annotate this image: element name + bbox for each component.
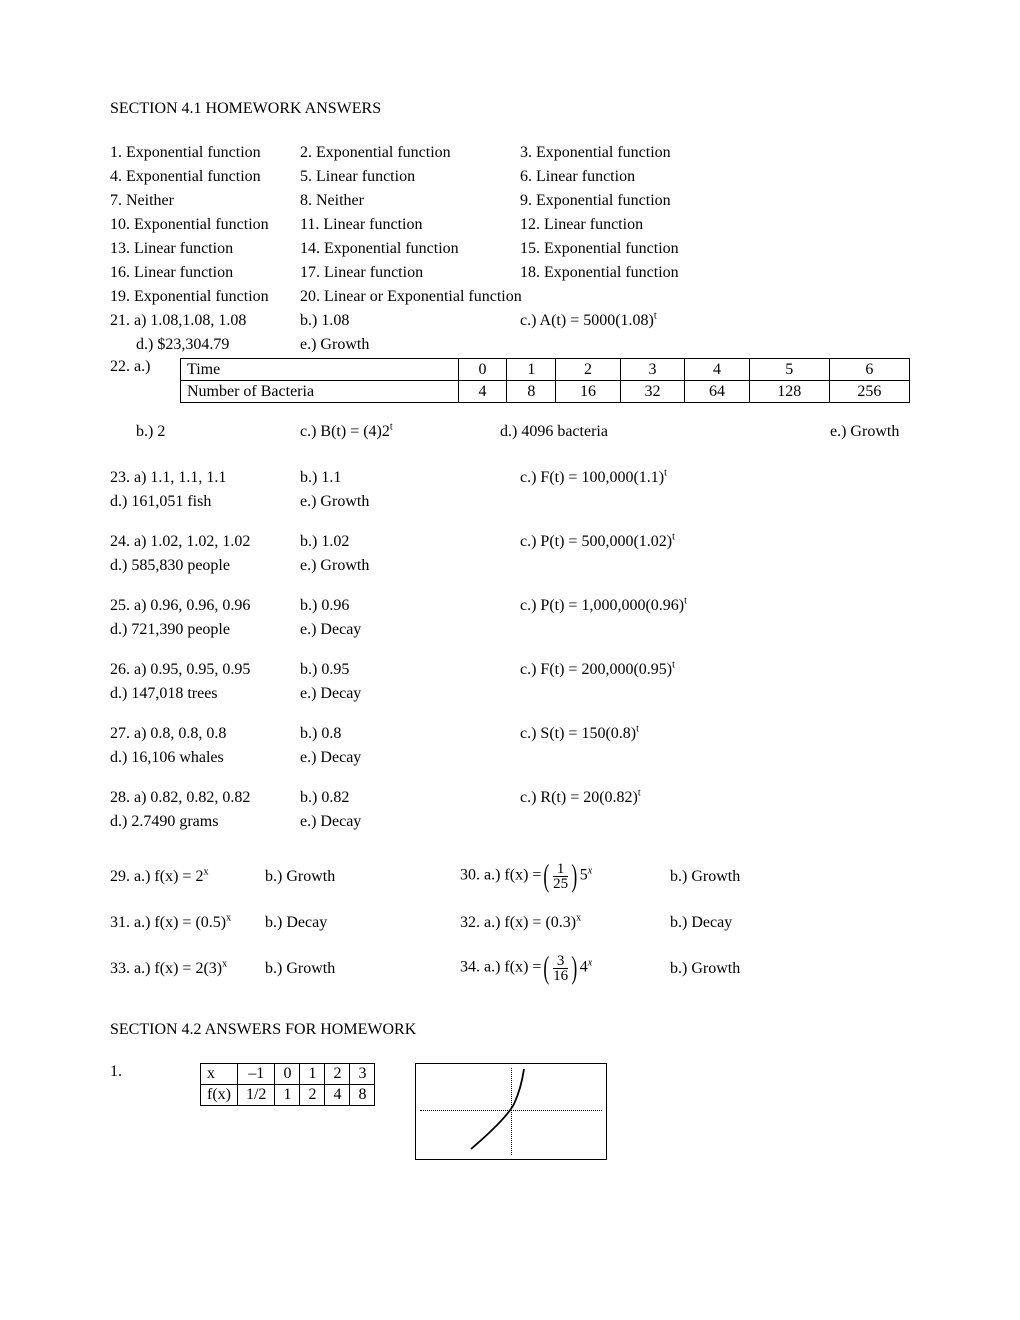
answer-13: 13. Linear function xyxy=(110,238,300,260)
answer-15: 15. Exponential function xyxy=(520,238,910,260)
q22-c: c.) B(t) = (4)2t xyxy=(300,421,500,443)
q23-c: c.) F(t) = 100,000(1.1)t xyxy=(520,467,910,489)
q29-a: 29. a.) f(x) = 2x xyxy=(110,867,265,886)
q25-e: e.) Decay xyxy=(300,619,520,641)
answer-9: 9. Exponential function xyxy=(520,190,910,212)
q22-e: e.) Growth xyxy=(830,421,910,443)
section-4-2-title: SECTION 4.2 ANSWERS FOR HOMEWORK xyxy=(110,1021,910,1039)
answer-1: 1. Exponential function xyxy=(110,142,300,164)
q30-a: 30. a.) f(x) =(125)5x xyxy=(460,860,670,892)
answer-10: 10. Exponential function xyxy=(110,214,300,236)
answer-16: 16. Linear function xyxy=(110,262,300,284)
answer-19: 19. Exponential function xyxy=(110,286,300,308)
q25-b: b.) 0.96 xyxy=(300,595,520,617)
q25-c: c.) P(t) = 1,000,000(0.96)t xyxy=(520,595,910,617)
q24-b: b.) 1.02 xyxy=(300,531,520,553)
q22-label: 22. a.) xyxy=(110,358,180,376)
q23-a: 23. a) 1.1, 1.1, 1.1 xyxy=(110,467,300,489)
answer-6: 6. Linear function xyxy=(520,166,910,188)
q21-e: e.) Growth xyxy=(300,334,520,356)
answer-14: 14. Exponential function xyxy=(300,238,520,260)
q31-b: b.) Decay xyxy=(265,913,460,932)
q24-c: c.) P(t) = 500,000(1.02)t xyxy=(520,531,910,553)
q23-d: d.) 161,051 fish xyxy=(110,491,300,513)
answer-3: 3. Exponential function xyxy=(520,142,910,164)
q22-d: d.) 4096 bacteria xyxy=(500,421,720,443)
answer-20: 20. Linear or Exponential function xyxy=(300,286,910,308)
answer-2: 2. Exponential function xyxy=(300,142,520,164)
q25-d: d.) 721,390 people xyxy=(110,619,300,641)
q28-d: d.) 2.7490 grams xyxy=(110,811,300,833)
q23-b: b.) 1.1 xyxy=(300,467,520,489)
q21-a: 21. a) 1.08,1.08, 1.08 xyxy=(110,310,300,332)
q26-c: c.) F(t) = 200,000(0.95)t xyxy=(520,659,910,681)
q27-c: c.) S(t) = 150(0.8)t xyxy=(520,723,910,745)
answer-7: 7. Neither xyxy=(110,190,300,212)
s42-q1-graph xyxy=(415,1063,607,1160)
answer-18: 18. Exponential function xyxy=(520,262,910,284)
q29-b: b.) Growth xyxy=(265,867,460,886)
q21-d: d.) $23,304.79 xyxy=(110,334,300,356)
q26-b: b.) 0.95 xyxy=(300,659,520,681)
q22-b: b.) 2 xyxy=(110,421,300,443)
q31-a: 31. a.) f(x) = (0.5)x xyxy=(110,913,265,932)
q27-e: e.) Decay xyxy=(300,747,520,769)
q27-b: b.) 0.8 xyxy=(300,723,520,745)
q28-a: 28. a) 0.82, 0.82, 0.82 xyxy=(110,787,300,809)
q21-c: c.) A(t) = 5000(1.08)t xyxy=(520,310,910,332)
q26-d: d.) 147,018 trees xyxy=(110,683,300,705)
answer-5: 5. Linear function xyxy=(300,166,520,188)
exp-curve xyxy=(416,1064,606,1159)
answer-12: 12. Linear function xyxy=(520,214,910,236)
q28-c: c.) R(t) = 20(0.82)t xyxy=(520,787,910,809)
section-4-1-title: SECTION 4.1 HOMEWORK ANSWERS xyxy=(110,100,910,118)
q26-e: e.) Decay xyxy=(300,683,520,705)
q27-a: 27. a) 0.8, 0.8, 0.8 xyxy=(110,723,300,745)
q23-e: e.) Growth xyxy=(300,491,520,513)
q24-e: e.) Growth xyxy=(300,555,520,577)
q32-b: b.) Decay xyxy=(670,913,910,932)
q28-e: e.) Decay xyxy=(300,811,520,833)
answer-11: 11. Linear function xyxy=(300,214,520,236)
q27-d: d.) 16,106 whales xyxy=(110,747,300,769)
s42-q1-label: 1. xyxy=(110,1063,160,1081)
q24-d: d.) 585,830 people xyxy=(110,555,300,577)
q33-b: b.) Growth xyxy=(265,959,460,978)
q22-table: Time 01 23 45 6 Number of Bacteria 48 16… xyxy=(180,358,910,403)
answer-4: 4. Exponential function xyxy=(110,166,300,188)
q25-a: 25. a) 0.96, 0.96, 0.96 xyxy=(110,595,300,617)
s42-q1-table: x –10 12 3 f(x) 1/21 24 8 xyxy=(200,1063,375,1106)
q32-a: 32. a.) f(x) = (0.3)x xyxy=(460,913,670,932)
q26-a: 26. a) 0.95, 0.95, 0.95 xyxy=(110,659,300,681)
q30-b: b.) Growth xyxy=(670,867,910,886)
q21-b: b.) 1.08 xyxy=(300,310,520,332)
q34-a: 34. a.) f(x) =(316)4x xyxy=(460,952,670,984)
q28-b: b.) 0.82 xyxy=(300,787,520,809)
q33-a: 33. a.) f(x) = 2(3)x xyxy=(110,959,265,978)
answer-17: 17. Linear function xyxy=(300,262,520,284)
q34-b: b.) Growth xyxy=(670,959,910,978)
answer-8: 8. Neither xyxy=(300,190,520,212)
q24-a: 24. a) 1.02, 1.02, 1.02 xyxy=(110,531,300,553)
